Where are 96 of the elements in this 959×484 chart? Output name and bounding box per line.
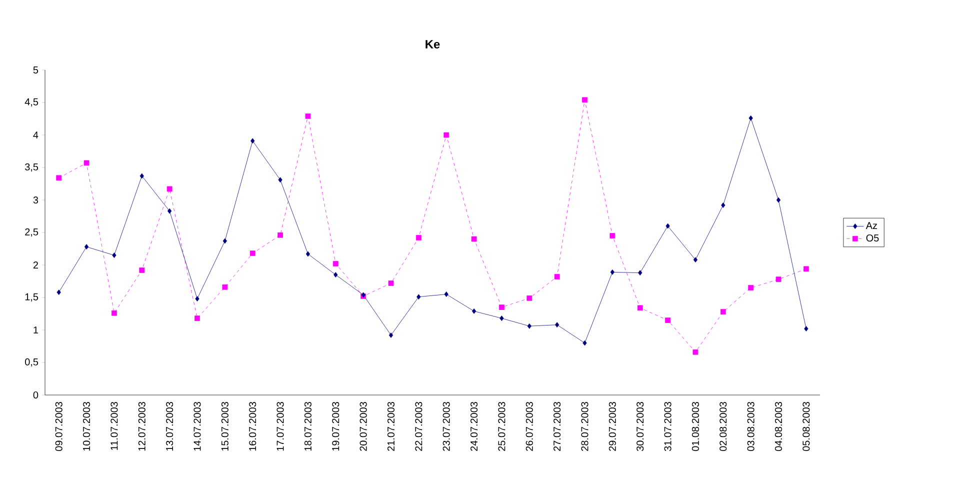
point	[720, 309, 726, 314]
x-tick-label: 05.08.2003	[802, 402, 810, 451]
point	[416, 294, 421, 300]
legend-label: Az	[866, 222, 877, 229]
point	[56, 175, 62, 181]
y-tick-label: 2	[33, 262, 38, 268]
point	[638, 270, 642, 276]
point	[776, 276, 782, 282]
point	[748, 285, 754, 290]
x-tick-label: 17.07.2003	[276, 402, 284, 451]
x-tick-label: 19.07.2003	[332, 402, 340, 451]
point	[250, 138, 255, 144]
x-tick-label: 22.07.2003	[415, 402, 422, 451]
x-tick-label: 09.07.2003	[55, 402, 62, 451]
x-tick-label: 10.07.2003	[82, 402, 90, 451]
point	[195, 296, 200, 302]
x-tick-label: 12.07.2003	[138, 402, 146, 451]
point	[167, 208, 172, 214]
point	[610, 233, 616, 238]
x-tick-label: 30.07.2003	[636, 402, 644, 452]
point	[803, 266, 809, 272]
x-tick-label: 03.08.2003	[747, 402, 754, 451]
point	[499, 304, 504, 310]
y-tick-label: 3	[33, 196, 38, 204]
point	[112, 310, 117, 316]
point	[194, 316, 200, 321]
legend-label: O5	[866, 234, 879, 242]
point	[305, 113, 311, 119]
point	[332, 261, 338, 266]
x-tick-label: 24.07.2003	[470, 402, 478, 451]
y-tick-label: 3,5	[25, 163, 38, 172]
point	[140, 173, 144, 179]
point	[222, 284, 228, 290]
x-tick-label: 18.07.2003	[304, 402, 312, 451]
point	[166, 186, 172, 192]
x-tick-label: 27.07.2003	[554, 402, 561, 451]
x-tick-label: 31.07.2003	[664, 402, 672, 452]
point	[306, 251, 310, 257]
x-tick-label: 20.07.2003	[360, 402, 367, 451]
point	[554, 322, 560, 328]
point	[334, 272, 338, 278]
point	[56, 290, 61, 295]
point	[500, 316, 504, 321]
x-tick-label: 02.08.2003	[720, 402, 727, 451]
y-tick-label: 4,5	[24, 98, 38, 107]
x-tick-label: 15.07.2003	[221, 402, 228, 451]
point	[416, 235, 422, 240]
y-tick-label: 2,5	[25, 228, 38, 237]
y-tick-label: 1	[34, 326, 38, 334]
point	[582, 340, 587, 346]
point	[444, 292, 448, 297]
point	[526, 295, 532, 301]
point	[250, 250, 256, 256]
point	[693, 257, 698, 262]
x-tick-label: 25.07.2003	[498, 402, 506, 451]
point	[84, 160, 90, 166]
point	[444, 132, 450, 138]
point	[637, 305, 643, 311]
x-tick-label: 11.07.2003	[110, 402, 118, 450]
point	[582, 97, 588, 103]
y-tick-label: 0	[33, 391, 38, 399]
point	[804, 326, 808, 332]
point	[278, 232, 283, 238]
chart-title: Ke	[426, 40, 440, 48]
y-tick-label: 1,5	[25, 293, 38, 302]
point	[278, 177, 282, 183]
point	[222, 238, 227, 244]
point	[748, 115, 753, 121]
x-tick-label: 21.07.2003	[387, 402, 395, 451]
y-tick-label: 0,5	[25, 358, 38, 367]
point	[721, 202, 726, 208]
point	[776, 197, 781, 203]
x-tick-label: 01.08.2003	[692, 402, 699, 451]
point	[388, 280, 394, 286]
x-tick-label: 23.07.2003	[442, 402, 450, 451]
point	[666, 223, 670, 229]
point	[692, 349, 698, 355]
point	[112, 252, 116, 258]
x-tick-label: 29.07.2003	[608, 402, 616, 451]
x-tick-label: 26.07.2003	[526, 402, 533, 451]
point	[554, 274, 560, 280]
point	[84, 244, 89, 250]
point	[527, 323, 532, 329]
x-tick-label: 28.07.2003	[581, 402, 588, 451]
point	[665, 318, 670, 323]
y-tick-label: 5	[33, 66, 38, 74]
point	[471, 236, 477, 242]
point	[610, 269, 614, 275]
x-tick-label: 13.07.2003	[166, 402, 174, 451]
x-tick-label: 04.08.2003	[774, 402, 782, 451]
point	[139, 268, 145, 273]
point	[388, 332, 394, 338]
x-tick-label: 14.07.2003	[194, 402, 201, 451]
y-tick-label: 4	[33, 132, 38, 138]
point	[472, 308, 476, 314]
x-tick-label: 16.07.2003	[249, 402, 256, 451]
